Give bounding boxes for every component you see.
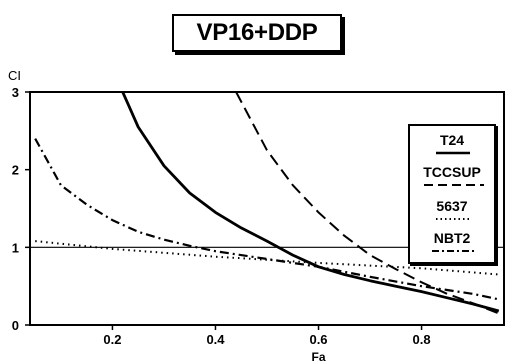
legend-swatches <box>424 151 484 252</box>
x-axis-label: Fa <box>312 350 326 364</box>
y-axis-label: CI <box>8 68 21 83</box>
x-tick-label: 0.6 <box>309 332 327 347</box>
x-tick-label: 0.8 <box>413 332 431 347</box>
legend-label-t24: T24 <box>439 132 465 148</box>
y-tick-label: 1 <box>12 240 19 255</box>
legend-label-tccsup: TCCSUP <box>423 164 481 180</box>
x-tick-label: 0.4 <box>206 332 225 347</box>
x-tick-label: 0.2 <box>103 332 121 347</box>
chart-title: VP16+DDP <box>196 19 318 46</box>
series-line-tccsup <box>235 92 500 315</box>
legend: T24 TCCSUP 5637 NBT2 <box>408 124 496 264</box>
legend-label-5637: 5637 <box>436 198 468 214</box>
y-tick-label: 2 <box>12 163 19 178</box>
chart-title-box: VP16+DDP <box>172 14 342 52</box>
plot-frame <box>29 91 505 326</box>
y-tick-label: 3 <box>12 85 19 100</box>
y-tick-label: 0 <box>12 318 19 333</box>
series-line-nbt2 <box>34 138 500 301</box>
series-line-t24 <box>121 92 500 313</box>
legend-label-nbt2: NBT2 <box>433 230 471 246</box>
